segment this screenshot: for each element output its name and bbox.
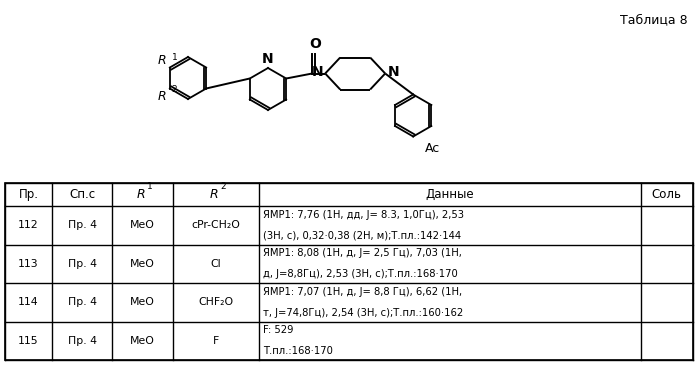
Text: R: R xyxy=(157,54,166,66)
Text: Пр. 4: Пр. 4 xyxy=(68,336,96,346)
Text: Пр.: Пр. xyxy=(18,188,38,201)
Text: 1: 1 xyxy=(172,54,177,62)
Text: ЯМР1: 7,76 (1H, дд, J= 8.3, 1,0Гц), 2,53: ЯМР1: 7,76 (1H, дд, J= 8.3, 1,0Гц), 2,53 xyxy=(263,210,464,220)
Text: ЯМР1: 7,07 (1H, д, J= 8,8 Гц), 6,62 (1H,: ЯМР1: 7,07 (1H, д, J= 8,8 Гц), 6,62 (1H, xyxy=(263,287,462,297)
Text: 112: 112 xyxy=(18,220,38,230)
Text: MeO: MeO xyxy=(130,220,155,230)
Text: Таблица 8: Таблица 8 xyxy=(621,13,688,26)
Text: F: F xyxy=(213,336,219,346)
Text: 113: 113 xyxy=(18,259,38,269)
Text: Сп.с: Сп.с xyxy=(69,188,95,201)
Text: F: 529: F: 529 xyxy=(263,325,293,335)
Text: MeO: MeO xyxy=(130,259,155,269)
Text: Ac: Ac xyxy=(425,142,440,154)
Text: N: N xyxy=(388,65,400,80)
Text: N: N xyxy=(262,52,274,66)
Text: 1: 1 xyxy=(147,181,152,191)
Text: 2: 2 xyxy=(220,181,225,191)
Text: 115: 115 xyxy=(18,336,38,346)
Text: cPr-CH₂O: cPr-CH₂O xyxy=(191,220,240,230)
Text: 114: 114 xyxy=(18,297,38,307)
Text: т, J=74,8Гц), 2,54 (3H, с);Т.пл.:160·162: т, J=74,8Гц), 2,54 (3H, с);Т.пл.:160·162 xyxy=(263,308,463,318)
Text: CHF₂O: CHF₂O xyxy=(198,297,233,307)
Text: Соль: Соль xyxy=(652,188,682,201)
Text: Т.пл.:168·170: Т.пл.:168·170 xyxy=(263,346,333,356)
Text: MeO: MeO xyxy=(130,297,155,307)
Text: Пр. 4: Пр. 4 xyxy=(68,259,96,269)
Text: Пр. 4: Пр. 4 xyxy=(68,297,96,307)
Text: ЯМР1: 8,08 (1H, д, J= 2,5 Гц), 7,03 (1H,: ЯМР1: 8,08 (1H, д, J= 2,5 Гц), 7,03 (1H, xyxy=(263,248,462,258)
Text: MeO: MeO xyxy=(130,336,155,346)
Text: R: R xyxy=(157,89,166,103)
Text: R: R xyxy=(136,188,145,201)
Text: N: N xyxy=(311,65,323,80)
Text: Пр. 4: Пр. 4 xyxy=(68,220,96,230)
Text: (3H, с), 0,32·0,38 (2H, м);Т.пл.:142·144: (3H, с), 0,32·0,38 (2H, м);Т.пл.:142·144 xyxy=(263,231,461,241)
Text: O: O xyxy=(309,36,321,50)
Text: 2: 2 xyxy=(172,85,177,95)
Text: д, J=8,8Гц), 2,53 (3H, с);Т.пл.:168·170: д, J=8,8Гц), 2,53 (3H, с);Т.пл.:168·170 xyxy=(263,269,458,279)
Bar xyxy=(5,183,693,360)
Text: R: R xyxy=(209,188,218,201)
Text: Данные: Данные xyxy=(426,188,474,201)
Text: Cl: Cl xyxy=(211,259,221,269)
